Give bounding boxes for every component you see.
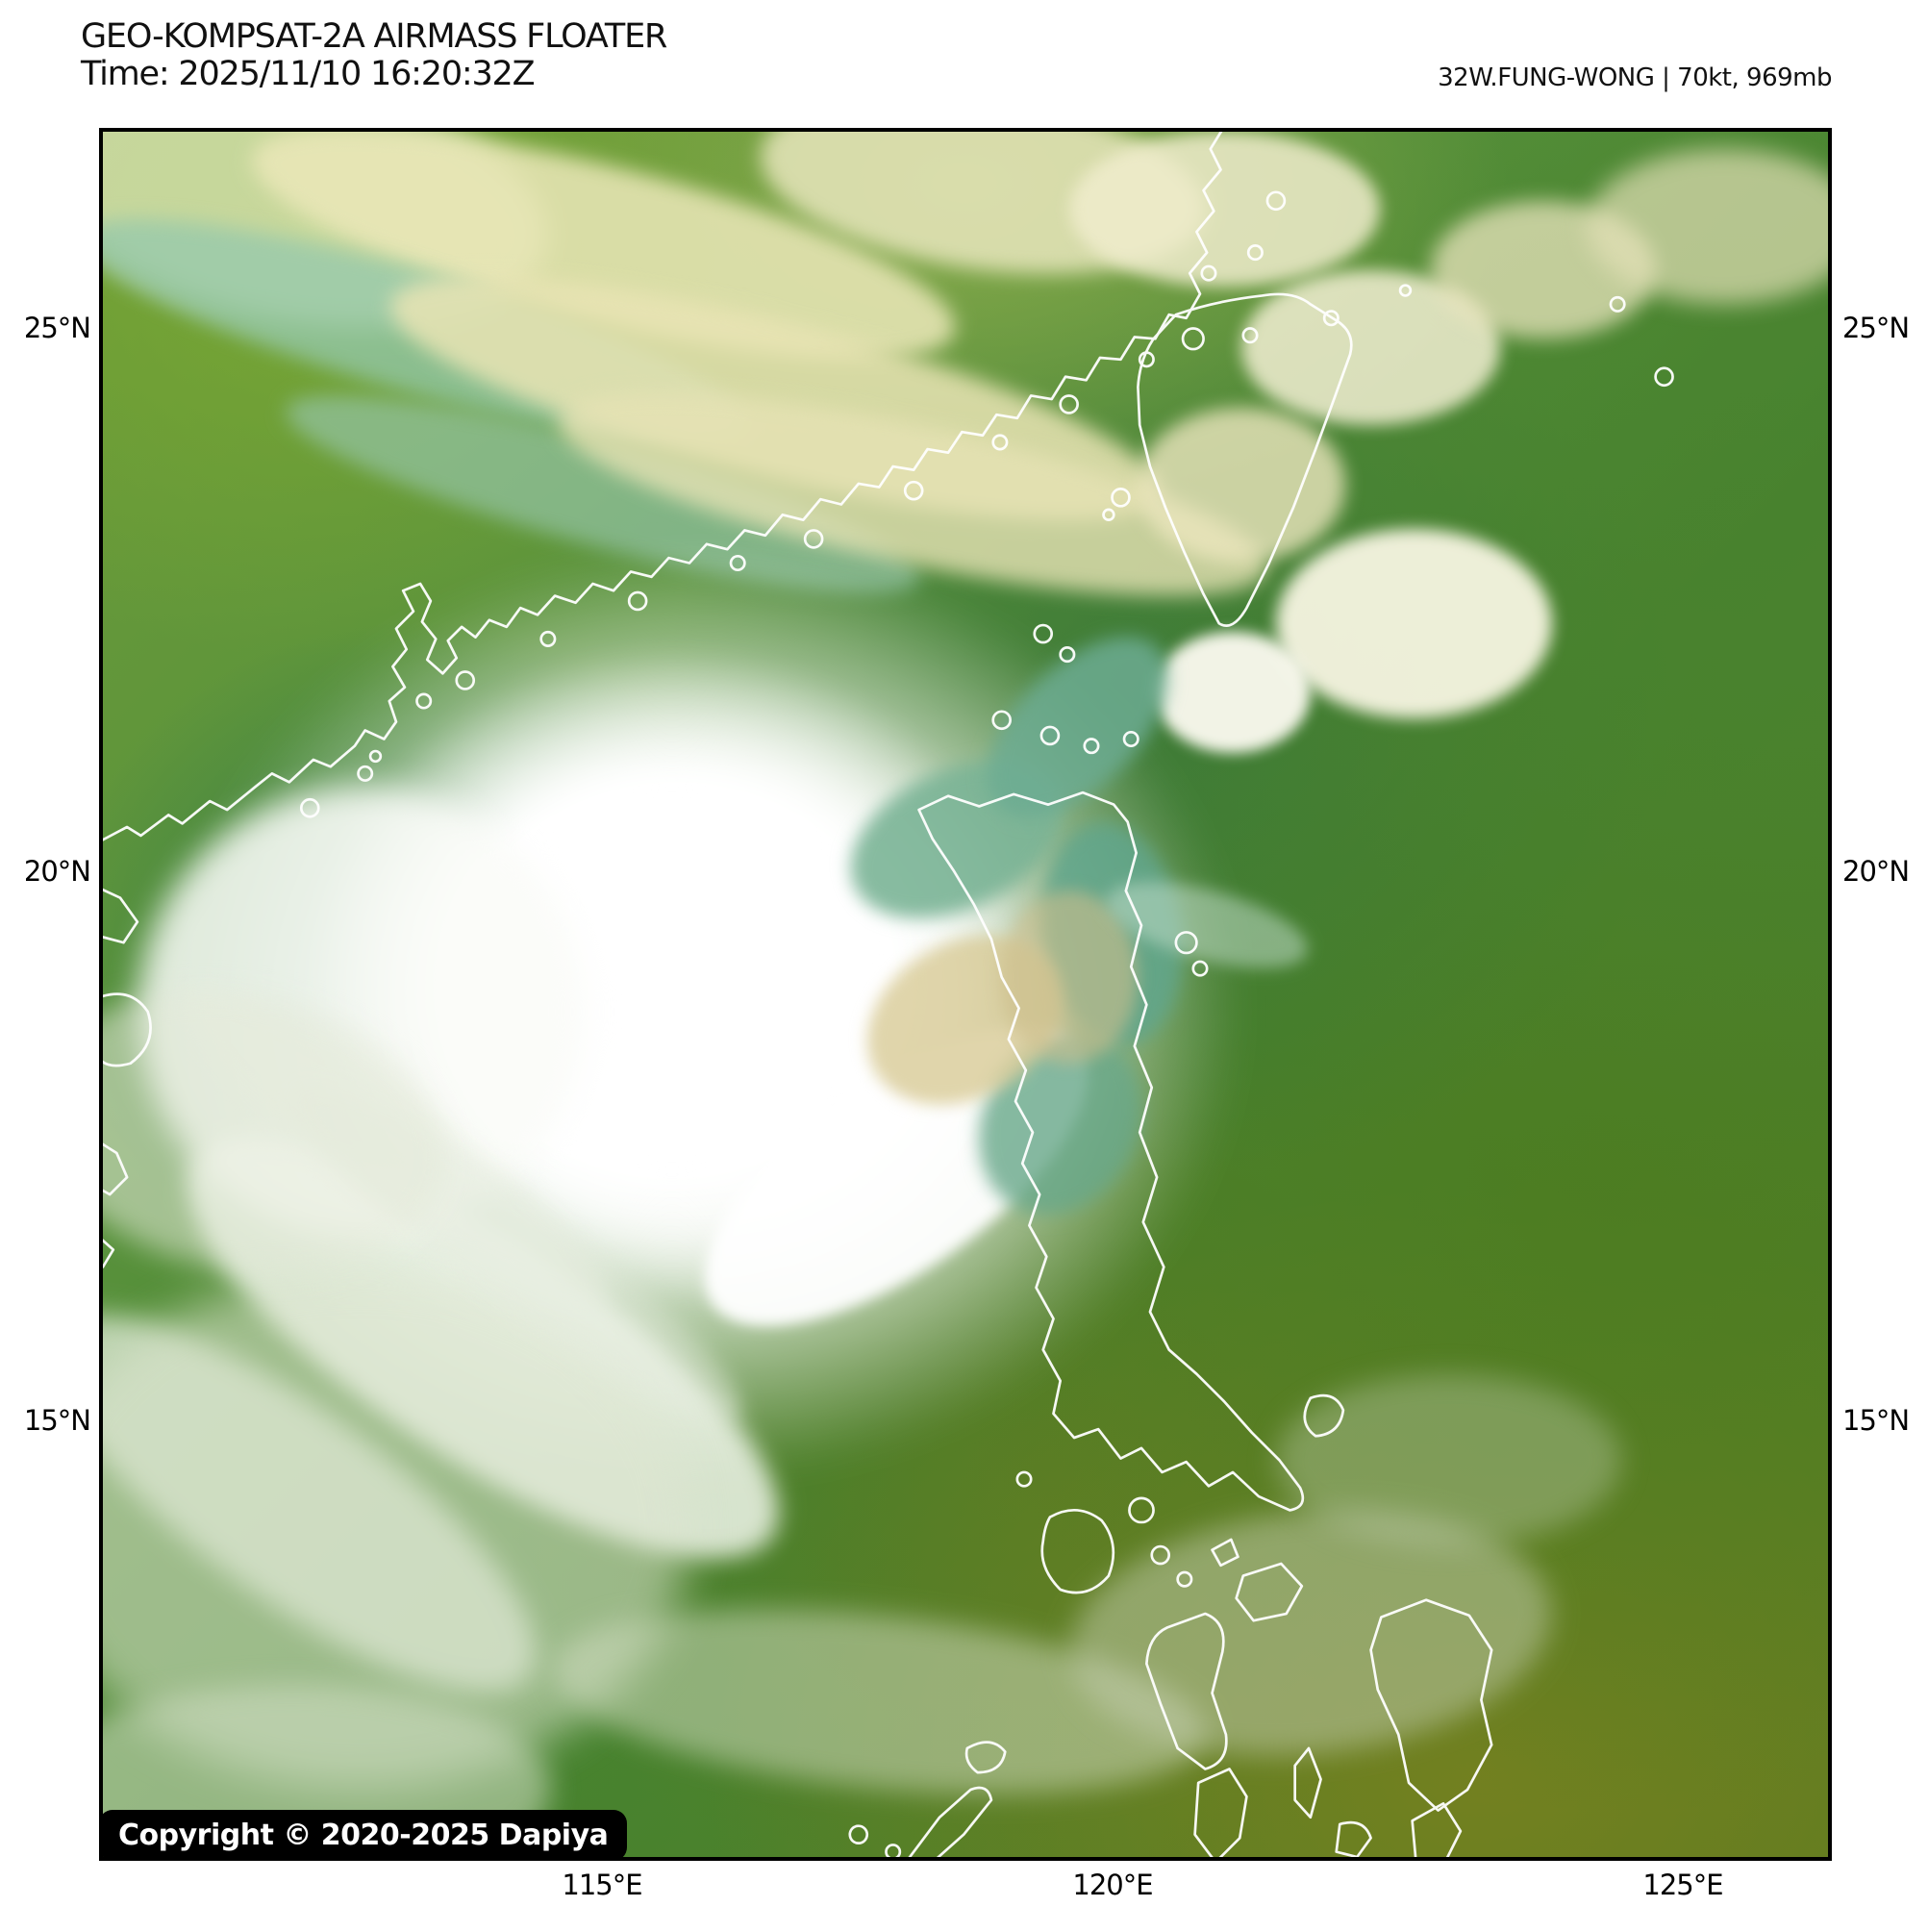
coastal-island xyxy=(627,590,648,612)
coastal-island xyxy=(729,554,746,572)
cloud-layer xyxy=(1155,632,1311,753)
lubang-island xyxy=(1015,1470,1033,1488)
satellite-map: Copyright © 2020-2025 Dapiya xyxy=(99,128,1832,1861)
lat-label-right-20n: 20°N xyxy=(1842,855,1910,888)
coastal-island xyxy=(1181,327,1205,351)
lat-label-left-25n: 25°N xyxy=(23,312,91,344)
left-edge-coast xyxy=(103,1239,115,1268)
timestamp-label: Time: 2025/11/10 16:20:32Z xyxy=(81,55,536,93)
romblon-island xyxy=(1150,1544,1171,1566)
coastal-island xyxy=(903,480,924,501)
coastal-island xyxy=(539,630,557,647)
coastal-island xyxy=(368,749,383,764)
hainan-outline xyxy=(103,992,152,1067)
catanduanes-outline xyxy=(1303,1393,1345,1438)
polillo-island xyxy=(1174,931,1198,955)
coastlines-overlay xyxy=(103,132,1674,1857)
babuyan-island xyxy=(1083,738,1100,755)
left-edge-coast xyxy=(103,1142,129,1196)
samar-outline xyxy=(1369,1598,1493,1812)
babuyan-island xyxy=(1039,725,1061,746)
cloud-layer xyxy=(1068,132,1380,288)
leyte-outline xyxy=(1411,1802,1463,1857)
small-island xyxy=(848,1824,869,1844)
batanes-island xyxy=(1059,646,1076,664)
offshore-island xyxy=(1200,264,1217,282)
lat-label-left-15n: 15°N xyxy=(23,1404,91,1437)
panay-outline xyxy=(1145,1612,1228,1770)
china-coastline xyxy=(103,132,1223,841)
coastal-island xyxy=(1241,327,1259,344)
small-island xyxy=(1211,1538,1239,1568)
coastal-island xyxy=(803,529,824,549)
lat-label-left-20n: 20°N xyxy=(23,855,91,888)
lat-label-right-15n: 15°N xyxy=(1842,1404,1910,1437)
cloud-layer xyxy=(1275,1373,1621,1547)
marinduque-island xyxy=(1128,1496,1155,1524)
offshore-island xyxy=(1609,295,1626,313)
babuyan-island xyxy=(991,710,1012,731)
cloud-layer xyxy=(1275,528,1552,718)
cloud-layer xyxy=(999,891,1139,1064)
page-title: GEO-KOMPSAT-2A AIRMASS FLOATER xyxy=(81,17,667,56)
cebu-outline xyxy=(1293,1746,1322,1819)
coastal-island xyxy=(415,692,433,710)
polillo-island xyxy=(1191,960,1209,977)
penghu-island xyxy=(1111,488,1131,508)
lat-label-right-25n: 25°N xyxy=(1842,312,1910,344)
small-island xyxy=(885,1844,902,1857)
cloud-layer xyxy=(1138,408,1345,564)
batanes-island xyxy=(1033,623,1054,644)
copyright-badge: Copyright © 2020-2025 Dapiya xyxy=(99,1810,628,1861)
cloud-layer xyxy=(1586,148,1828,305)
mindoro-outline xyxy=(1040,1509,1115,1594)
coastal-island xyxy=(991,434,1009,451)
luzon-outline xyxy=(917,790,1305,1512)
palawan-outline xyxy=(908,1786,993,1857)
coastal-island xyxy=(299,797,320,818)
babuyan-island xyxy=(1122,730,1139,748)
offshore-island xyxy=(1398,284,1413,297)
coastal-island xyxy=(455,670,476,690)
coastal-island xyxy=(357,765,374,782)
offshore-island xyxy=(1322,310,1340,327)
penghu-island xyxy=(1102,508,1115,521)
lon-label-125e: 125°E xyxy=(1642,1869,1723,1901)
romblon-island xyxy=(1176,1570,1193,1588)
taiwan-outline xyxy=(1137,292,1353,627)
lon-label-115e: 115°E xyxy=(562,1869,642,1901)
masbate-outline xyxy=(1235,1562,1304,1622)
busuanga-outline xyxy=(964,1741,1007,1774)
leizhou-hainan-coast xyxy=(103,888,139,944)
negros-outline xyxy=(1193,1768,1248,1857)
coastal-island xyxy=(1246,244,1264,262)
coastal-island xyxy=(1059,394,1079,414)
storm-info-label: 32W.FUNG-WONG | 70kt, 969mb xyxy=(1438,63,1832,92)
offshore-island xyxy=(1654,366,1674,388)
satellite-imagery xyxy=(103,132,1828,1857)
bohol-outline xyxy=(1335,1820,1372,1857)
lon-label-120e: 120°E xyxy=(1072,1869,1153,1901)
coastal-island xyxy=(1265,190,1287,212)
